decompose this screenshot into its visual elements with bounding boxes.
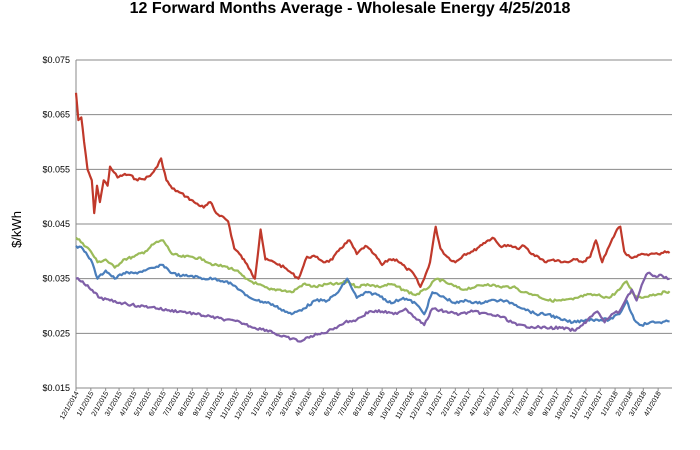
x-tick-label: 12/1/2014	[59, 390, 81, 421]
series-line-4	[75, 271, 670, 343]
series-line-1	[74, 92, 671, 288]
y-tick-label: $0.045	[42, 219, 70, 229]
y-tick-label: $0.075	[42, 55, 70, 65]
y-tick-label: $0.015	[42, 383, 70, 393]
y-tick-label: $0.065	[42, 110, 70, 120]
chart-title: 12 Forward Months Average - Wholesale En…	[129, 0, 571, 17]
series-line-3	[75, 245, 670, 327]
series-layer	[74, 92, 671, 343]
series-line-2	[75, 236, 671, 303]
y-tick-label: $0.035	[42, 274, 70, 284]
grid-layer	[75, 59, 672, 391]
y-tick-label: $0.025	[42, 328, 70, 338]
x-tick-labels: 12/1/20141/1/20152/1/20153/1/20154/1/201…	[59, 390, 663, 421]
y-tick-labels: $0.015 $0.025 $0.035 $0.045 $0.055 $0.065 $0.0…	[42, 55, 70, 393]
y-tick-label: $0.055	[42, 164, 70, 174]
